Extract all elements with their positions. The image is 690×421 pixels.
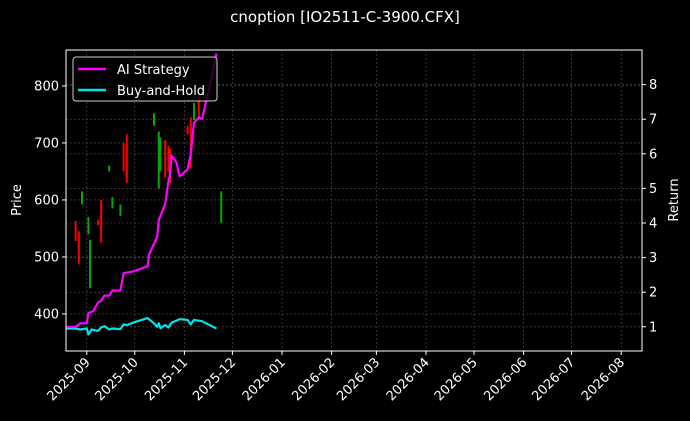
candlestick <box>97 219 99 226</box>
buy-and-hold-line <box>66 317 217 336</box>
candlestick <box>89 239 91 289</box>
legend-label-ai-strategy: AI Strategy <box>117 63 190 78</box>
candlestick <box>100 199 103 243</box>
candlestick <box>111 197 114 209</box>
candlestick <box>108 165 111 172</box>
left-tick-label: 700 <box>34 136 59 151</box>
candlestick <box>81 191 83 205</box>
x-tick-label: 2025-09 <box>45 355 94 404</box>
left-tick-label: 800 <box>34 79 59 94</box>
candlestick <box>153 113 155 126</box>
candlestick <box>87 217 90 235</box>
right-axis-label: Return <box>667 178 682 221</box>
left-tick-label: 600 <box>34 193 59 208</box>
x-tick-label: 2026-03 <box>334 355 383 404</box>
candlestick <box>164 140 167 178</box>
candlestick <box>193 103 195 121</box>
plot-frame <box>65 49 643 352</box>
legend-label-buy-and-hold: Buy-and-Hold <box>117 84 205 99</box>
legend-box <box>72 56 218 102</box>
x-tick-label: 2025-10 <box>93 355 142 404</box>
x-tick-label: 2026-04 <box>384 355 433 404</box>
left-axis-label: Price <box>10 184 25 216</box>
right-tick-label: 1 <box>649 320 657 335</box>
x-tick-label: 2026-01 <box>240 355 289 404</box>
chart-title: cnoption [IO2511-C-3900.CFX] <box>230 8 460 26</box>
candlestick <box>119 204 122 216</box>
x-tick-label: 2025-11 <box>142 355 191 404</box>
candlestick <box>167 145 170 172</box>
right-tick-label: 4 <box>649 216 657 231</box>
right-tick-label: 5 <box>649 182 657 197</box>
right-tick-label: 7 <box>649 113 657 128</box>
right-tick-label: 3 <box>649 251 657 266</box>
right-y-axis: 1 2 3 4 5 6 7 8 <box>642 78 657 335</box>
x-tick-label: 2026-06 <box>481 355 530 404</box>
candlestick-series <box>74 91 223 289</box>
x-tick-label: 2026-02 <box>289 355 338 404</box>
candlestick <box>220 191 223 223</box>
right-tick-label: 8 <box>649 78 657 93</box>
ai-strategy-line <box>66 53 218 328</box>
x-tick-label: 2025-12 <box>190 355 239 404</box>
left-tick-label: 400 <box>34 307 59 322</box>
candlestick <box>77 231 80 264</box>
candlestick <box>157 131 160 189</box>
left-y-axis: 400 500 600 700 800 <box>34 79 66 322</box>
return-series <box>66 53 218 336</box>
x-tick-label: 2026-08 <box>579 355 628 404</box>
candlestick <box>74 221 77 241</box>
candlestick <box>189 117 192 169</box>
right-tick-label: 6 <box>649 147 657 162</box>
candlestick <box>125 134 128 183</box>
candlestick <box>159 137 162 172</box>
x-tick-label: 2026-05 <box>432 355 481 404</box>
x-tick-label: 2026-07 <box>529 355 578 404</box>
right-tick-label: 2 <box>649 286 657 301</box>
candlestick <box>122 142 125 172</box>
legend: AI Strategy Buy-and-Hold <box>72 56 218 102</box>
candlestick <box>186 125 189 135</box>
left-tick-label: 500 <box>34 250 59 265</box>
candlestick <box>197 91 200 118</box>
